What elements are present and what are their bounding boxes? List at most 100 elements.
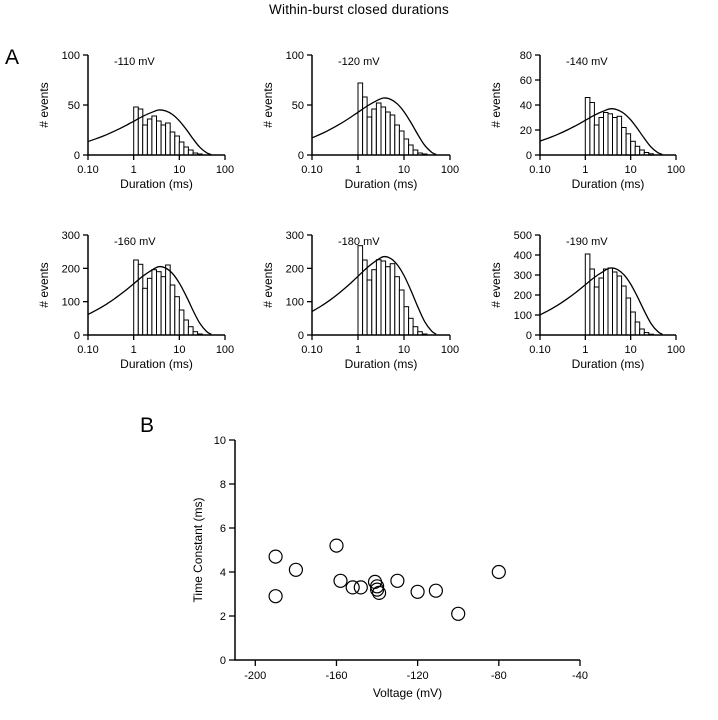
histogram-bar (616, 115, 623, 156)
chart-text: 10 (398, 344, 410, 356)
chart-text: Duration (ms) (120, 177, 193, 191)
histogram-bar (156, 271, 162, 336)
histogram-bar (385, 111, 391, 156)
histogram-bar (389, 114, 396, 156)
data-point (345, 580, 360, 595)
data-point (370, 579, 385, 594)
histogram-bar (593, 124, 600, 156)
histogram-bar (357, 245, 364, 336)
fit-curve (311, 255, 437, 335)
histogram-bar (169, 131, 176, 156)
chart-text: 200 (514, 290, 532, 302)
histogram-bar (625, 133, 632, 156)
histogram-bar (380, 106, 387, 156)
subplot--190-mV: 0 100 200 300 400 500 0.10 1 10 100 -190 mV Duratio… (489, 230, 685, 371)
histogram-bar (137, 263, 144, 336)
chart-text: 80 (520, 50, 532, 62)
subplot--110-mV: 0 50 100 0.10 1 10 100 -110 mV Duration (ms) # ev… (37, 50, 234, 191)
chart-text: 1 (582, 344, 588, 356)
data-point (370, 582, 385, 597)
chart-text: Duration (ms) (345, 357, 418, 371)
chart-text: 0 (220, 655, 226, 667)
chart-text: 0 (298, 150, 304, 162)
chart-text: -110 mV (114, 56, 155, 68)
fit-curve (539, 267, 663, 335)
histogram-bar (603, 268, 609, 336)
chart-text: -40 (572, 670, 588, 682)
fit-curve (87, 109, 212, 156)
histogram-bar (187, 326, 194, 336)
histogram-bar (169, 284, 176, 336)
chart-text: 0 (74, 150, 80, 162)
chart-text: 8 (220, 479, 226, 491)
histogram-bar (146, 118, 153, 156)
chart-text: 0.10 (529, 164, 550, 176)
chart-text: 20 (520, 125, 532, 137)
chart-text: # events (489, 262, 503, 307)
histogram-bar (142, 124, 148, 156)
histogram-bar (389, 263, 396, 336)
histogram-bar (178, 141, 185, 156)
chart-text: 10 (214, 435, 226, 447)
histogram-bar (403, 306, 410, 336)
chart-text: 100 (62, 50, 80, 62)
chart-text: 1 (355, 344, 361, 356)
histogram-bar (593, 286, 600, 336)
chart-text: -120 (407, 670, 429, 682)
chart-text: 1 (131, 164, 137, 176)
histogram-bar (375, 102, 382, 156)
data-point (268, 549, 283, 564)
histogram-bar (151, 269, 157, 336)
chart-text: 100 (286, 297, 304, 309)
histogram-bar (639, 328, 645, 336)
histogram-bar (584, 253, 591, 336)
chart-text: 100 (216, 344, 234, 356)
histogram-bar (616, 275, 623, 336)
chart-text: # events (37, 262, 51, 307)
histogram-bar (598, 277, 604, 336)
chart-text: # events (489, 82, 503, 127)
histogram-bar (160, 276, 167, 336)
chart-text: 100 (216, 164, 234, 176)
histogram-bar (398, 289, 405, 336)
data-point (428, 583, 443, 598)
chart-text: 0.10 (301, 344, 322, 356)
fit-curve (87, 265, 212, 335)
chart-text: -80 (491, 670, 507, 682)
histogram-bar (142, 287, 148, 336)
chart-text: 0.10 (301, 164, 322, 176)
histogram-bar (366, 279, 373, 336)
chart-text: 1 (355, 164, 361, 176)
histogram-bar (412, 326, 419, 336)
histogram-bar (133, 259, 139, 336)
chart-text: 200 (62, 263, 80, 275)
chart-text: Duration (ms) (572, 357, 645, 371)
chart-text: 100 (441, 344, 459, 356)
chart-text: 300 (286, 230, 304, 242)
chart-text: 0.10 (529, 344, 550, 356)
chart-text: 300 (62, 230, 80, 242)
fit-curve (539, 108, 663, 156)
data-point (451, 606, 466, 621)
data-point (491, 564, 506, 580)
chart-text: 0 (526, 330, 532, 342)
histogram-bar (165, 122, 171, 156)
chart-text: 10 (625, 164, 637, 176)
histogram-bar (371, 269, 377, 336)
histogram-bar (137, 108, 144, 156)
histogram-bar (408, 144, 414, 156)
chart-text: Duration (ms) (345, 177, 418, 191)
histogram-bar (380, 260, 387, 336)
data-point (288, 562, 303, 577)
chart-text: 1 (131, 344, 137, 356)
chart-text: 100 (667, 164, 685, 176)
chart-text: 100 (514, 310, 532, 322)
histogram-bar (165, 264, 171, 336)
subplot--180-mV: 0 100 200 300 0.10 1 10 100 -180 mV Duration (ms)… (261, 230, 459, 371)
chart-text: Duration (ms) (572, 177, 645, 191)
chart-text: Duration (ms) (120, 357, 193, 371)
fit-curve (311, 97, 437, 156)
histogram-bar (183, 146, 189, 156)
